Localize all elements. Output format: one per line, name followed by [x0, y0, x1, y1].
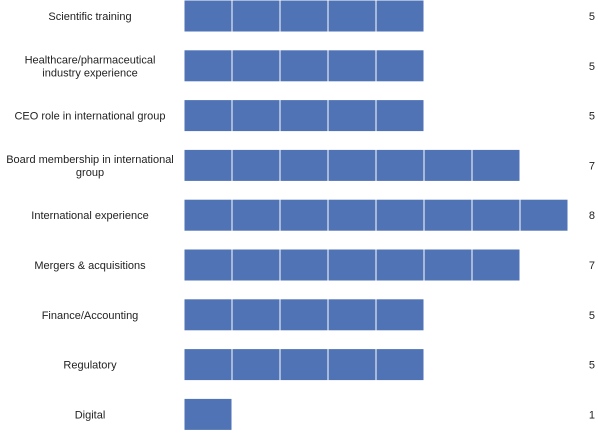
bar-segment — [375, 99, 425, 133]
bar — [183, 298, 425, 332]
category-label: Healthcare/pharmaceutical industry experi… — [25, 54, 156, 79]
category-label: Board membership in international group — [6, 154, 174, 179]
category-label: Finance/Accounting — [42, 310, 139, 322]
bar-segment — [375, 298, 425, 332]
bar-segment — [231, 0, 281, 33]
value-label: 5 — [589, 360, 595, 372]
bar-segment — [231, 298, 281, 332]
bar-segment — [327, 198, 377, 232]
value-label: 5 — [589, 61, 595, 73]
bar-segment — [231, 348, 281, 382]
bar — [183, 248, 521, 282]
bar-segment — [375, 0, 425, 33]
bar-segment — [375, 49, 425, 83]
category-label: Mergers & acquisitions — [34, 260, 146, 272]
bar-segment — [183, 397, 233, 431]
bar-segment — [471, 198, 521, 232]
value-label: 8 — [589, 210, 595, 222]
bar-segment — [327, 298, 377, 332]
bar-segment — [471, 148, 521, 182]
value-label: 5 — [589, 11, 595, 23]
category-label: Digital — [75, 409, 106, 421]
value-label: 7 — [589, 260, 595, 272]
category-label: International experience — [31, 210, 148, 222]
bar-segment — [279, 248, 329, 282]
bar-segment — [327, 248, 377, 282]
bar-segment — [423, 198, 473, 232]
bar — [183, 0, 425, 33]
bar-segment — [327, 49, 377, 83]
bar-segment — [471, 248, 521, 282]
bar-segment — [279, 148, 329, 182]
bar-segment — [183, 198, 233, 232]
bar — [183, 49, 425, 83]
bar-segment — [279, 0, 329, 33]
bar — [183, 397, 233, 431]
bar-segment — [375, 348, 425, 382]
bar-segment — [327, 348, 377, 382]
bar — [183, 198, 569, 232]
bar — [183, 99, 425, 133]
bar-segment — [231, 198, 281, 232]
bar-segment — [183, 49, 233, 83]
bar-segment — [231, 99, 281, 133]
value-label: 1 — [589, 409, 595, 421]
bar-segment — [183, 99, 233, 133]
bar-segment — [327, 99, 377, 133]
category-label: CEO role in international group — [14, 111, 165, 123]
bar-segment — [279, 348, 329, 382]
bar-segment — [231, 248, 281, 282]
category-label: Regulatory — [63, 360, 117, 372]
value-label: 5 — [589, 111, 595, 123]
bar — [183, 348, 425, 382]
value-label: 5 — [589, 310, 595, 322]
bar-segment — [375, 148, 425, 182]
bar-segment — [423, 248, 473, 282]
bar-segment — [519, 198, 569, 232]
category-label: Scientific training — [48, 11, 131, 23]
bar-segment — [279, 99, 329, 133]
bar-segment — [279, 298, 329, 332]
bar-segment — [183, 348, 233, 382]
bar-segment — [183, 148, 233, 182]
value-label: 7 — [589, 160, 595, 172]
bar-segment — [327, 0, 377, 33]
bar-segment — [231, 49, 281, 83]
bar-segment — [375, 248, 425, 282]
bar-segment — [183, 0, 233, 33]
bar-segment — [183, 248, 233, 282]
bar-segment — [279, 198, 329, 232]
bar-segment — [327, 148, 377, 182]
bar-segment — [279, 49, 329, 83]
bar-segment — [231, 148, 281, 182]
bar-segment — [183, 298, 233, 332]
bar-segment — [423, 148, 473, 182]
bar — [183, 148, 521, 182]
bar-segment — [375, 198, 425, 232]
